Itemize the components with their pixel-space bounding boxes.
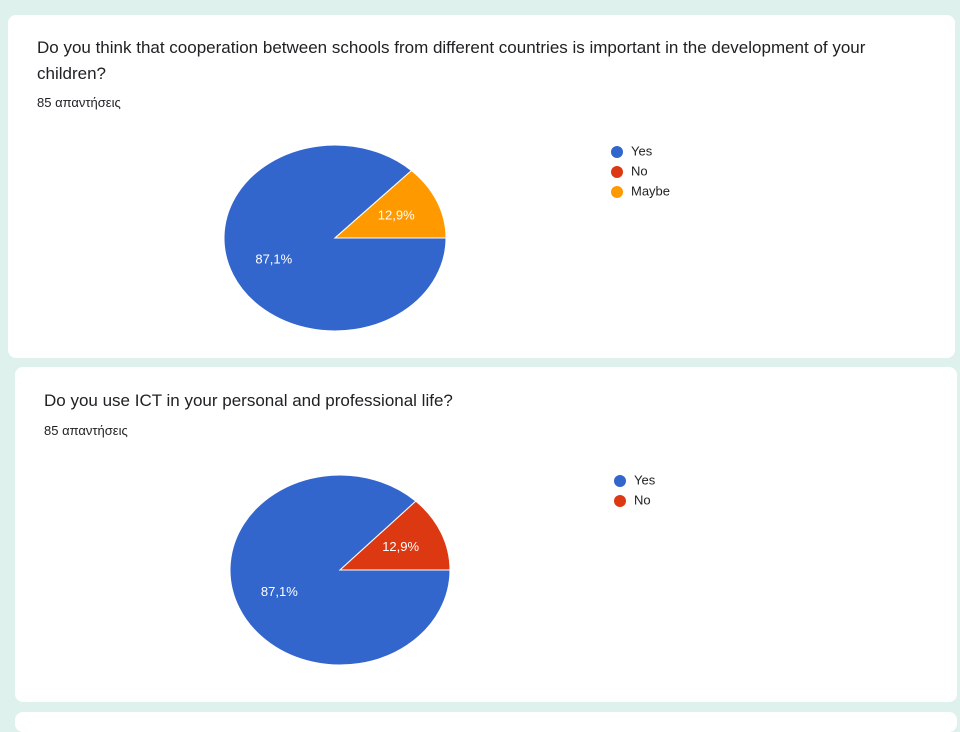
legend-marker <box>611 166 623 178</box>
response-count: 85 απαντήσεις <box>44 423 128 438</box>
card: Do you use ICT in your personal and prof… <box>15 367 957 702</box>
response-count: 85 απαντήσεις <box>37 95 121 110</box>
question-title: Do you think that cooperation between sc… <box>37 38 866 83</box>
slice-label: 12,9% <box>382 539 419 554</box>
legend-label: Yes <box>634 472 656 487</box>
legend-marker <box>611 146 623 158</box>
legend-marker <box>614 495 626 507</box>
legend-label: No <box>631 163 648 178</box>
legend-marker <box>611 186 623 198</box>
legend-label: Maybe <box>631 183 670 198</box>
card: Do you think that cooperation between sc… <box>8 15 955 358</box>
slice-label: 87,1% <box>261 584 298 599</box>
card <box>15 712 957 732</box>
chart: 87,1% 12,9% Yes No Maybe <box>223 143 670 332</box>
slice-label: 87,1% <box>255 251 292 266</box>
legend-marker <box>614 475 626 487</box>
legend-label: Yes <box>631 143 653 158</box>
question-title: Do you use ICT in your personal and prof… <box>44 391 453 410</box>
legend-label: No <box>634 492 651 507</box>
pie-slice <box>338 500 451 571</box>
slice-label: 12,9% <box>378 207 415 222</box>
chart: 87,1% 12,9% Yes No <box>229 472 656 666</box>
pie-slice <box>333 169 447 239</box>
